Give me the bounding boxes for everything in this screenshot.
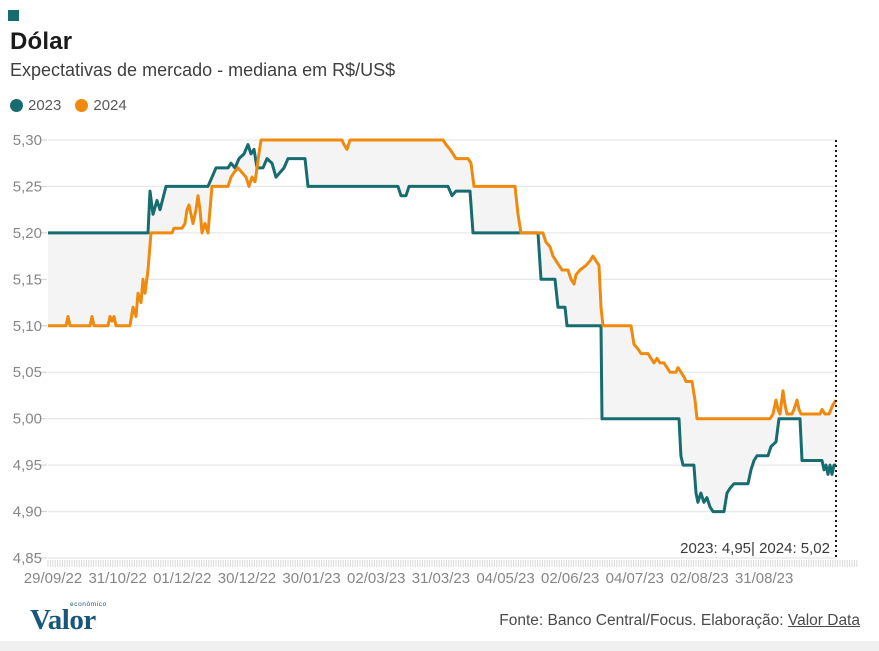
svg-text:5,15: 5,15 [13, 271, 42, 288]
source-line: Fonte: Banco Central/Focus. Elaboração: … [499, 612, 860, 630]
svg-text:30/12/22: 30/12/22 [218, 570, 276, 587]
valor-logo-small-word: econômico [70, 601, 107, 608]
page-subtitle: Expectativas de mercado - mediana em R$/… [10, 60, 396, 80]
svg-text:31/03/23: 31/03/23 [412, 570, 470, 587]
svg-text:01/12/22: 01/12/22 [153, 570, 211, 587]
svg-text:4,95: 4,95 [13, 457, 42, 474]
latest-values-annotation: 2023: 4,95| 2024: 5,02 [680, 540, 830, 557]
svg-text:04/05/23: 04/05/23 [476, 570, 534, 587]
svg-text:4,90: 4,90 [13, 504, 42, 521]
legend-label-2023: 2023 [28, 97, 62, 114]
svg-text:5,25: 5,25 [13, 178, 42, 195]
svg-text:04/07/23: 04/07/23 [606, 570, 664, 587]
legend-dot-2024-icon [75, 99, 89, 112]
svg-text:02/03/23: 02/03/23 [347, 570, 405, 587]
legend-item-2023[interactable]: 2023 [10, 97, 61, 114]
bottom-strip [0, 641, 879, 651]
svg-text:5,00: 5,00 [13, 411, 42, 428]
page-title: Dólar [10, 28, 73, 55]
brand-corner-mark [8, 10, 19, 21]
source-text: Fonte: Banco Central/Focus. Elaboração: [499, 612, 788, 629]
legend-item-2024[interactable]: 2024 [75, 97, 127, 114]
valor-logo-word: Valor [30, 604, 96, 636]
svg-text:5,20: 5,20 [13, 225, 42, 242]
svg-text:5,30: 5,30 [13, 132, 42, 149]
valor-logo: Valor econômico [30, 601, 140, 644]
svg-text:31/10/22: 31/10/22 [88, 570, 146, 587]
svg-text:5,05: 5,05 [13, 364, 42, 381]
svg-text:31/08/23: 31/08/23 [735, 570, 793, 587]
chart-canvas: 5,30 5,25 5,20 5,15 5,10 5,05 5,00 4,95 4,90 4,85… [13, 132, 858, 587]
valor-data-link[interactable]: Valor Data [787, 612, 860, 629]
chart-legend: 2023 2024 [10, 97, 127, 114]
svg-text:30/01/23: 30/01/23 [282, 570, 340, 587]
svg-text:29/09/22: 29/09/22 [24, 570, 82, 587]
svg-text:02/06/23: 02/06/23 [541, 570, 599, 587]
svg-text:02/08/23: 02/08/23 [670, 570, 728, 587]
dollar-expectations-chart: 5,30 5,25 5,20 5,15 5,10 5,05 5,00 4,95 4,90 4,85… [0, 130, 879, 600]
legend-dot-2023-icon [10, 99, 23, 112]
svg-text:4,85: 4,85 [13, 550, 42, 567]
svg-text:5,10: 5,10 [13, 318, 42, 335]
legend-label-2024: 2024 [93, 97, 127, 114]
